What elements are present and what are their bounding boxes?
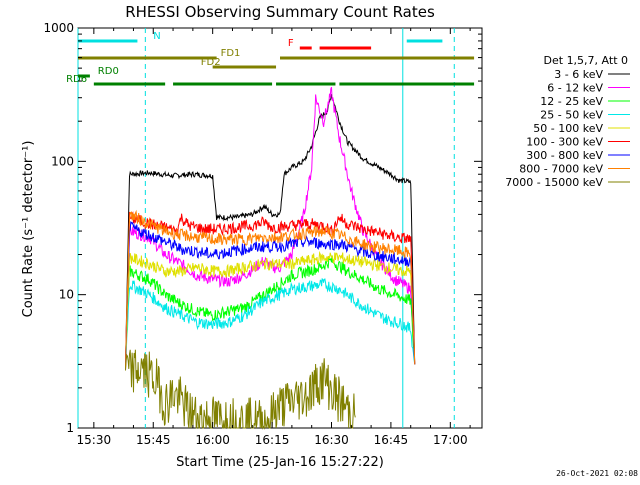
x-tick-label: 15:30 bbox=[77, 433, 112, 447]
timestamp: 26-Oct-2021 02:08 bbox=[556, 469, 638, 478]
x-tick-label: 16:30 bbox=[314, 433, 349, 447]
x-tick-label: 16:15 bbox=[255, 433, 290, 447]
series-line-7000-15000-kev bbox=[125, 349, 356, 430]
series-line-50-100-kev bbox=[125, 250, 416, 369]
y-tick-label: 100 bbox=[51, 154, 74, 168]
y-tick-label: 1 bbox=[66, 421, 74, 435]
legend-entry-label: 25 - 50 keV bbox=[540, 109, 603, 122]
series-line-100-300-kev bbox=[125, 211, 416, 366]
series-line-12-25-kev bbox=[125, 255, 416, 367]
series-line-300-800-kev bbox=[125, 221, 416, 365]
legend-entry-label: 300 - 800 keV bbox=[526, 149, 603, 162]
legend-entry-label: 6 - 12 keV bbox=[547, 82, 603, 95]
legend-entry-label: 7000 - 15000 keV bbox=[505, 176, 603, 189]
series-line-3-6-kev bbox=[125, 94, 416, 365]
legend-entry-label: 3 - 6 keV bbox=[554, 68, 603, 81]
x-tick-label: 17:00 bbox=[433, 433, 468, 447]
chart-title: RHESSI Observing Summary Count Rates bbox=[125, 3, 435, 21]
y-axis-label: Count Rate (s⁻¹ detector⁻¹) bbox=[21, 141, 36, 318]
series-line-800-7000-kev bbox=[125, 209, 416, 369]
legend-entry-label: 100 - 300 keV bbox=[526, 136, 603, 149]
series-line-25-50-kev bbox=[125, 277, 416, 365]
legend-entry-label: 50 - 100 keV bbox=[533, 122, 603, 135]
x-tick-label: 16:00 bbox=[195, 433, 230, 447]
flag-fd1-label: FD1 bbox=[221, 48, 241, 59]
legend-entry-label: 12 - 25 keV bbox=[540, 95, 603, 108]
legend-entry-label: 800 - 7000 keV bbox=[519, 163, 603, 176]
y-tick-label: 10 bbox=[59, 288, 74, 302]
y-tick-label: 1000 bbox=[43, 21, 74, 35]
flag-fd2-label: FD2 bbox=[201, 57, 221, 68]
x-tick-label: 16:45 bbox=[374, 433, 409, 447]
x-axis-label: Start Time (25-Jan-16 15:27:22) bbox=[176, 455, 384, 470]
x-tick-label: 15:45 bbox=[136, 433, 171, 447]
flag-rd0-label: RD0 bbox=[98, 66, 119, 77]
flag-rd6-label: RD6 bbox=[66, 74, 87, 85]
legend-header: Det 1,5,7, Att 0 bbox=[544, 54, 628, 67]
flag-f-label: F bbox=[288, 38, 294, 49]
flag-n-label: N bbox=[153, 31, 160, 42]
